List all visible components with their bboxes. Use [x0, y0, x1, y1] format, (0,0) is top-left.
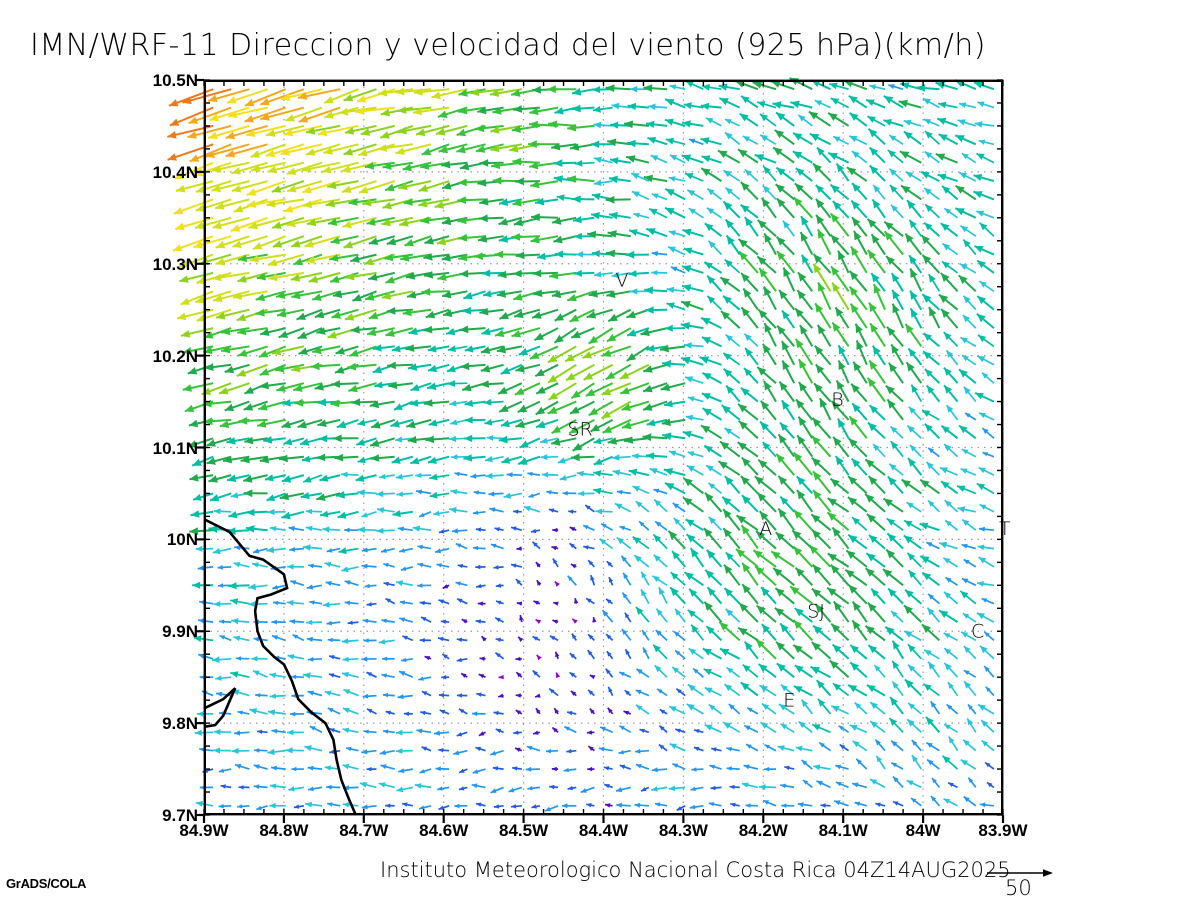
- x-tick-label: 84.6W: [419, 821, 469, 840]
- y-tick-label: 9.7N: [162, 806, 198, 825]
- map-label-v: V: [616, 270, 629, 292]
- x-tick-label: 84.4W: [578, 821, 629, 840]
- grid-lines: [204, 80, 1003, 815]
- x-tick-label: 84.7W: [339, 821, 389, 840]
- x-tick-label: 84.8W: [259, 821, 309, 840]
- map-place-labels: V B SR A SJ C E T: [568, 270, 1012, 712]
- map-label-b: B: [831, 389, 843, 411]
- y-tick-label: 10N: [166, 530, 198, 550]
- grads-credit: GrADS/COLA: [6, 876, 87, 891]
- map-label-a: A: [759, 518, 772, 540]
- y-tick-label: 10.2N: [152, 346, 198, 366]
- reference-vector-label: 50: [1005, 876, 1032, 900]
- y-tick-label: 10.3N: [152, 254, 198, 274]
- x-tick-label: 84.3W: [658, 821, 708, 840]
- y-tick-label: 10.4N: [152, 162, 198, 182]
- x-tick-label: 84.9W: [179, 821, 229, 840]
- y-tick-label: 9.9N: [162, 622, 198, 642]
- coastline-secondary: [203, 687, 237, 729]
- map-label-c: C: [971, 621, 984, 643]
- x-tick-label: 84W: [905, 821, 941, 840]
- y-tick-label: 9.8N: [162, 714, 198, 734]
- x-tick-label: 84.2W: [738, 821, 788, 840]
- y-tick-label: 10.5N: [152, 71, 198, 90]
- x-tick-label: 83.9W: [978, 821, 1028, 840]
- footer-institution: Instituto Meteorologico Nacional Costa R…: [380, 858, 1011, 882]
- chart-title: IMN/WRF-11 Direccion y velocidad del vie…: [30, 28, 986, 63]
- reference-vector-arrow: [987, 869, 1053, 877]
- map-label-sr: SR: [568, 419, 593, 441]
- plot-frame: [196, 78, 1005, 823]
- wind-vector-field: [167, 77, 995, 812]
- wind-vector-plot: V B SR A SJ C E T: [167, 77, 1011, 823]
- x-tick-label: 84.5W: [499, 821, 549, 840]
- map-label-e: E: [783, 690, 795, 712]
- map-label-sj: SJ: [807, 601, 825, 623]
- coastline-main: [203, 518, 357, 816]
- map-label-t: T: [999, 518, 1011, 540]
- y-tick-label: 10.1N: [152, 438, 198, 458]
- plot-area: V B SR A SJ C E T: [167, 77, 1011, 823]
- x-tick-label: 84.1W: [818, 821, 868, 840]
